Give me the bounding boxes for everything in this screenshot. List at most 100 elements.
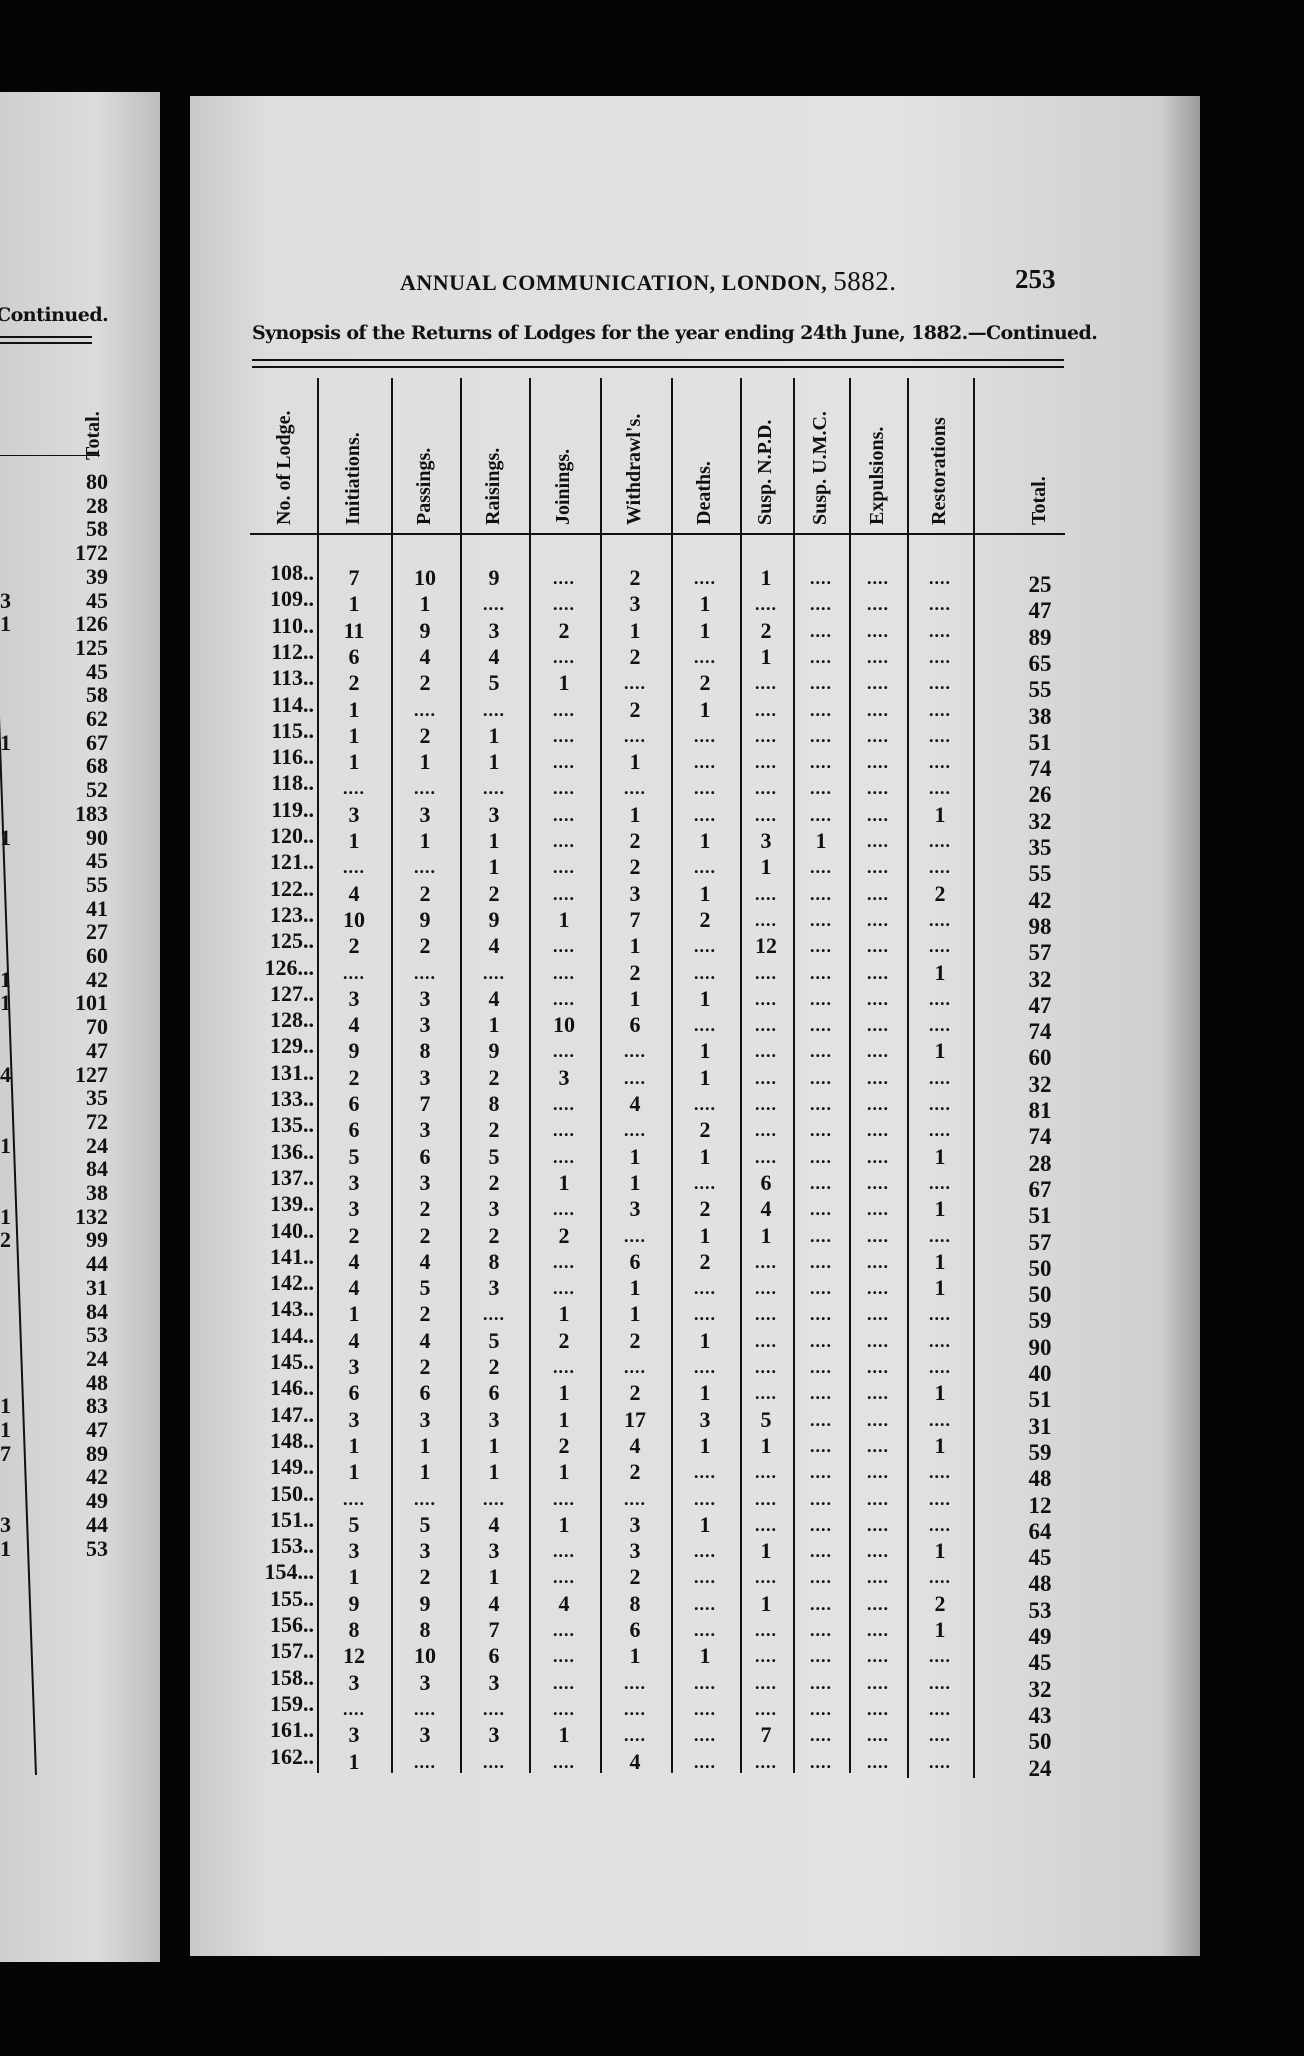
table-cell-passings: 5 [419, 1275, 431, 1301]
empty-cell-dots: .... [810, 1146, 832, 1167]
table-cell-withdrawl-s: 3 [629, 1538, 641, 1564]
table-cell-raisings: 3 [488, 1196, 500, 1222]
empty-cell-dots: .... [483, 962, 505, 983]
empty-cell-dots: .... [867, 1278, 889, 1299]
table-cell-raisings: 5 [488, 1143, 500, 1169]
total-cell: 24 [1028, 1755, 1052, 1781]
left-page-header-rule [0, 455, 100, 456]
left-total-cell: 62 [86, 706, 108, 731]
empty-cell-dots: .... [624, 1698, 646, 1719]
empty-cell-dots: .... [755, 725, 777, 746]
table-cell-restorations: 1 [934, 1196, 946, 1222]
left-partial-cell: 1 [0, 1393, 11, 1419]
lodge-number: 113.. [271, 665, 314, 691]
empty-cell-dots: .... [694, 752, 716, 773]
empty-cell-dots: .... [867, 988, 889, 1009]
table-cell-deaths: 1 [699, 1327, 711, 1353]
table-cell-withdrawl-s: 1 [629, 1143, 641, 1169]
lodge-number: 121.. [270, 849, 314, 875]
empty-cell-dots: .... [553, 1488, 575, 1509]
empty-cell-dots: .... [929, 1120, 951, 1141]
empty-cell-dots: .... [553, 778, 575, 799]
table-cell-deaths: 1 [699, 1432, 711, 1458]
empty-cell-dots: .... [810, 1015, 832, 1036]
column-divider [907, 378, 909, 1778]
table-cell-initiations: 4 [348, 1012, 360, 1038]
empty-cell-dots: .... [867, 1015, 889, 1036]
table-cell-withdrawl-s: 1 [629, 1301, 641, 1327]
table-cell-withdrawl-s: 6 [629, 1012, 641, 1038]
table-cell-susp-n-p-d: 3 [760, 828, 772, 853]
table-cell-withdrawl-s: 7 [629, 906, 641, 932]
empty-cell-dots: .... [867, 646, 889, 667]
table-cell-deaths: 1 [699, 1222, 711, 1248]
table-cell-passings: 1 [419, 828, 431, 853]
empty-cell-dots: .... [553, 936, 575, 957]
empty-cell-dots: .... [810, 1567, 832, 1588]
left-partial-cell: 7 [0, 1440, 11, 1466]
table-cell-joinings: 1 [558, 1511, 570, 1537]
table-cell-withdrawl-s: 17 [624, 1406, 646, 1432]
table-cell-raisings: 1 [488, 1012, 500, 1038]
empty-cell-dots: .... [929, 831, 951, 851]
table-cell-passings: 1 [419, 749, 431, 775]
table-cell-initiations: 4 [348, 1327, 360, 1353]
table-cell-initiations: 1 [348, 749, 360, 775]
empty-cell-dots: .... [755, 673, 777, 694]
total-cell: 47 [1028, 598, 1052, 624]
table-cell-raisings: 2 [488, 1064, 500, 1090]
table-cell-susp-n-p-d: 1 [760, 1432, 772, 1458]
empty-cell-dots: .... [810, 1646, 832, 1667]
empty-cell-dots: .... [414, 778, 436, 799]
left-page-rule [0, 342, 92, 344]
empty-cell-dots: .... [414, 1698, 436, 1719]
empty-cell-dots: .... [867, 1330, 889, 1351]
empty-cell-dots: .... [810, 725, 832, 746]
table-cell-susp-n-p-d: 1 [760, 1222, 772, 1248]
table-cell-restorations: 1 [934, 1538, 946, 1564]
column-header: Susp. N.P.D. [754, 419, 776, 525]
lodge-number: 120.. [270, 823, 314, 848]
table-cell-susp-n-p-d: 2 [760, 617, 772, 643]
empty-cell-dots: .... [929, 1514, 951, 1535]
total-cell: 45 [1028, 1650, 1052, 1676]
table-cell-initiations: 9 [348, 1590, 360, 1616]
left-total-cell: 42 [86, 966, 108, 992]
table-cell-initiations: 2 [348, 1064, 360, 1090]
empty-cell-dots: .... [694, 1304, 716, 1325]
empty-cell-dots: .... [810, 699, 832, 720]
empty-cell-dots: .... [867, 1067, 889, 1088]
total-cell: 50 [1028, 1729, 1052, 1755]
empty-cell-dots: .... [694, 778, 716, 799]
table-cell-withdrawl-s: 2 [629, 1380, 641, 1406]
empty-cell-dots: .... [755, 594, 777, 615]
column-header: Raisings. [482, 447, 504, 525]
empty-cell-dots: .... [755, 1462, 777, 1483]
empty-cell-dots: .... [483, 594, 505, 615]
total-cell: 53 [1028, 1597, 1052, 1623]
table-cell-raisings: 9 [488, 1038, 500, 1064]
table-cell-deaths: 1 [699, 985, 711, 1011]
lodge-number: 108.. [270, 560, 314, 585]
table-cell-initiations: 3 [348, 1669, 360, 1695]
empty-cell-dots: .... [810, 1172, 832, 1193]
empty-cell-dots: .... [553, 594, 575, 615]
table-cell-withdrawl-s: 3 [629, 591, 641, 617]
empty-cell-dots: .... [694, 568, 716, 588]
left-page [0, 92, 160, 1962]
table-cell-joinings: 1 [558, 1301, 570, 1327]
total-cell: 64 [1028, 1518, 1052, 1544]
table-cell-passings: 4 [419, 1248, 431, 1274]
table-cell-withdrawl-s: 4 [629, 1748, 641, 1774]
empty-cell-dots: .... [867, 1120, 889, 1141]
total-cell: 51 [1028, 1203, 1052, 1229]
empty-cell-dots: .... [867, 1567, 889, 1588]
left-total-cell: 48 [86, 1369, 108, 1395]
table-cell-withdrawl-s: 1 [629, 1275, 641, 1301]
empty-cell-dots: .... [810, 673, 832, 694]
empty-cell-dots: .... [755, 909, 777, 930]
total-cell: 74 [1028, 1124, 1052, 1150]
empty-cell-dots: .... [929, 1225, 951, 1246]
empty-cell-dots: .... [810, 1541, 832, 1562]
total-cell: 32 [1028, 966, 1052, 992]
